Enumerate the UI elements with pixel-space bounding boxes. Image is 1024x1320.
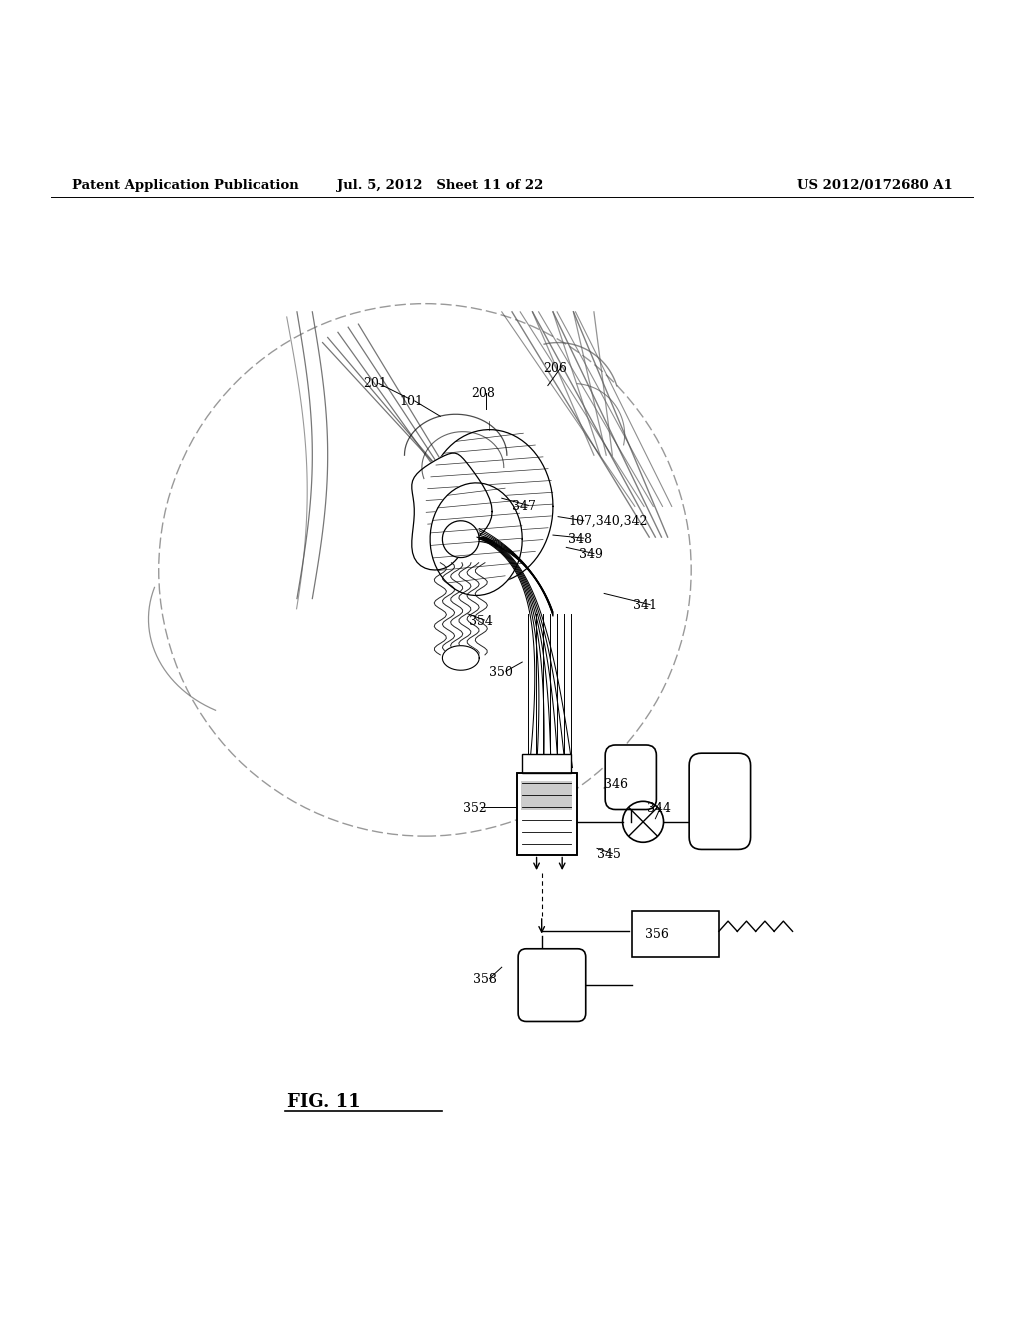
Text: 358: 358 [473,973,497,986]
FancyBboxPatch shape [522,754,571,772]
Text: 354: 354 [469,615,493,627]
Text: 206: 206 [543,362,566,375]
Text: Jul. 5, 2012   Sheet 11 of 22: Jul. 5, 2012 Sheet 11 of 22 [337,180,544,193]
Text: 356: 356 [645,928,669,941]
FancyBboxPatch shape [518,949,586,1022]
Text: 350: 350 [489,665,513,678]
Text: 346: 346 [604,779,628,792]
FancyBboxPatch shape [632,911,719,957]
Text: 344: 344 [647,803,671,814]
Text: 347: 347 [512,500,536,513]
Polygon shape [442,521,479,557]
FancyBboxPatch shape [517,772,577,854]
Polygon shape [412,453,493,570]
FancyBboxPatch shape [521,781,572,809]
Text: 107,340,342: 107,340,342 [568,515,648,528]
Text: 101: 101 [399,396,423,408]
Text: 352: 352 [463,803,486,814]
Text: 341: 341 [633,599,656,612]
Text: Patent Application Publication: Patent Application Publication [72,180,298,193]
Text: 201: 201 [364,378,387,389]
FancyBboxPatch shape [605,744,656,809]
FancyBboxPatch shape [689,754,751,850]
Text: 348: 348 [568,533,592,545]
Text: 345: 345 [597,847,621,861]
Polygon shape [426,429,553,583]
Polygon shape [430,483,522,595]
Text: US 2012/0172680 A1: US 2012/0172680 A1 [797,180,952,193]
Text: 208: 208 [471,387,495,400]
Text: FIG. 11: FIG. 11 [287,1093,360,1111]
Polygon shape [442,645,479,671]
Text: 349: 349 [579,548,602,561]
